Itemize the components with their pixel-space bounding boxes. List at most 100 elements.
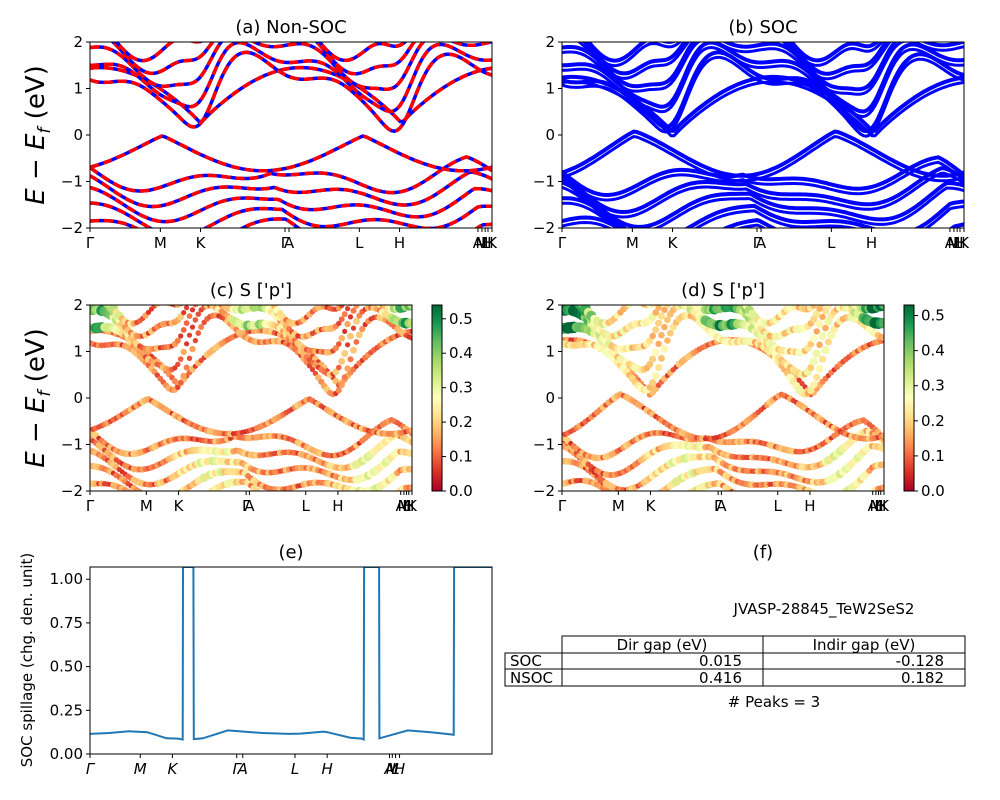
- panel-c-point: [201, 280, 208, 287]
- panel-d-point: [649, 332, 656, 340]
- panel-d-point: [560, 276, 570, 286]
- panel-c-point: [195, 297, 202, 304]
- panel-c-point: [401, 283, 411, 293]
- panel-d-point: [816, 295, 823, 302]
- panel-c-point: [365, 280, 372, 287]
- panel-c-point: [165, 494, 172, 501]
- panel-d-point: [848, 277, 855, 284]
- panel-c-point: [238, 269, 247, 278]
- panel-d-point: [880, 432, 884, 439]
- material-label: JVASP-28845_TeW2SeS2: [733, 600, 915, 619]
- panel-d-point: [850, 275, 859, 284]
- panel-b-xtick-label: M: [626, 234, 639, 252]
- panel-c-xtick-label: M: [397, 497, 410, 515]
- panel-c-point: [180, 372, 187, 380]
- row-nsoc-indir: 0.182: [901, 669, 944, 687]
- panel-d-point: [836, 279, 844, 287]
- panel-e-xtick-label: Γ: [86, 760, 96, 778]
- panel-c-ytick-label: 1: [73, 343, 83, 361]
- panel-d-point: [819, 313, 826, 321]
- panel-a-ylabel: E − Ef (eV): [21, 65, 55, 205]
- panel-a-band-red: [90, 42, 492, 114]
- panel-d-point: [810, 488, 818, 491]
- panel-c-point: [243, 269, 252, 278]
- panel-c-point: [85, 274, 95, 284]
- panel-d-point: [824, 338, 832, 346]
- panel-c-point: [373, 499, 380, 506]
- panel-d-point: [752, 498, 758, 504]
- panel-c-point: [189, 324, 196, 330]
- panel-c-point: [345, 295, 351, 301]
- panel-d-point: [816, 341, 823, 349]
- panel-d-point: [672, 279, 680, 287]
- panel-d-point: [836, 504, 844, 512]
- panel-d-point: [848, 291, 856, 299]
- panel-c-point: [145, 309, 152, 315]
- panel-c-point: [158, 305, 162, 306]
- panel-d-point: [744, 496, 750, 502]
- panel-c-point: [154, 305, 161, 307]
- panel-c-point: [136, 489, 143, 491]
- panel-c-point: [181, 298, 187, 304]
- panel-d-point: [661, 295, 668, 302]
- panel-d-point: [824, 305, 833, 310]
- panel-d-point: [816, 498, 823, 505]
- panel-d-xtick-label: K: [646, 497, 657, 515]
- panel-b-band-split: [562, 42, 964, 96]
- panel-c-point: [347, 356, 354, 363]
- header-dir-gap: Dir gap (eV): [617, 636, 708, 654]
- panel-d-ytick-label: 0: [545, 389, 555, 407]
- panel-c-point: [312, 496, 319, 503]
- panel-d-point: [838, 490, 842, 491]
- colorbar-tick-label: 0.5: [449, 310, 473, 328]
- panel-d-point: [646, 361, 654, 368]
- panel-c-point: [131, 493, 137, 499]
- panel-c-point: [408, 465, 412, 473]
- colorbar-c: [431, 304, 443, 492]
- panel-d-point: [880, 461, 884, 468]
- panel-c-point: [192, 499, 200, 507]
- panel-a-band-red: [90, 155, 492, 195]
- panel-a-bands: [90, 42, 492, 228]
- panel-c-point: [183, 320, 190, 326]
- panel-c-point: [155, 508, 160, 513]
- panel-c-point: [140, 491, 146, 497]
- panel-d-point: [670, 281, 677, 288]
- panel-d-point: [870, 283, 881, 294]
- panel-c-point: [198, 288, 205, 295]
- panel-c-point: [154, 496, 160, 502]
- panel-c-point: [192, 337, 199, 344]
- panel-c-point: [344, 320, 351, 328]
- panel-c-point: [268, 498, 274, 504]
- panel-c-point: [94, 282, 104, 292]
- panel-c-point: [166, 511, 172, 517]
- panel-e-ytick-label: 0.75: [50, 614, 83, 632]
- panel-d-point: [712, 268, 722, 278]
- panel-c-point: [283, 504, 288, 509]
- panel-d-ytick-label: 1: [545, 343, 555, 361]
- panel-d-point: [681, 493, 688, 500]
- panel-d-point: [830, 503, 838, 511]
- panel-c-ytick-label: 2: [73, 296, 83, 314]
- panel-b-band-split: [562, 160, 964, 202]
- panel-a-band-red: [114, 42, 408, 63]
- panel-a-band-red: [90, 50, 492, 133]
- panel-c-point: [352, 496, 360, 504]
- panel-b-band: [585, 42, 880, 63]
- panel-c-point: [344, 495, 351, 502]
- panel-d-point: [669, 295, 677, 303]
- panel-d-point: [818, 332, 827, 341]
- panel-d-point: [790, 493, 796, 499]
- panel-a-band-red: [90, 217, 492, 228]
- panel-b-band-split: [576, 42, 892, 81]
- panel-d-point: [848, 504, 855, 511]
- panel-e-series: [90, 567, 492, 742]
- panel-c-point: [180, 348, 187, 356]
- panel-d-point: [856, 289, 866, 299]
- panel-d-point: [878, 305, 884, 310]
- panel-c-xtick-label: M: [140, 497, 153, 515]
- panel-b-xtick-label: M: [947, 234, 960, 252]
- panel-c-title: (c) S ['p']: [210, 280, 292, 301]
- panel-c-point: [380, 292, 386, 298]
